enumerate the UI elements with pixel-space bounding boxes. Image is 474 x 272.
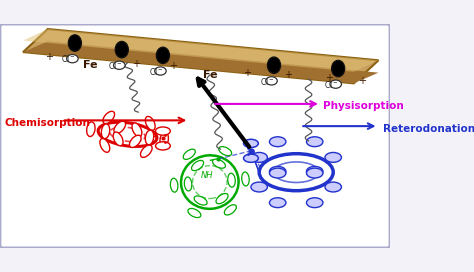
- Ellipse shape: [194, 196, 207, 205]
- Ellipse shape: [113, 132, 123, 146]
- Ellipse shape: [155, 142, 170, 150]
- Ellipse shape: [212, 159, 226, 168]
- Polygon shape: [23, 41, 378, 83]
- Ellipse shape: [307, 137, 323, 147]
- Ellipse shape: [67, 55, 78, 63]
- Ellipse shape: [183, 149, 195, 159]
- Ellipse shape: [307, 168, 323, 178]
- Ellipse shape: [307, 198, 323, 208]
- Ellipse shape: [325, 182, 341, 192]
- Text: +: +: [325, 73, 333, 84]
- Ellipse shape: [332, 60, 345, 77]
- Ellipse shape: [188, 208, 201, 218]
- Text: Cl$^-$: Cl$^-$: [108, 60, 122, 71]
- Ellipse shape: [191, 160, 204, 171]
- Ellipse shape: [101, 124, 110, 139]
- Ellipse shape: [269, 166, 286, 176]
- Ellipse shape: [146, 116, 155, 130]
- Ellipse shape: [114, 121, 126, 134]
- Ellipse shape: [269, 198, 286, 208]
- Ellipse shape: [307, 166, 323, 176]
- Text: Fe: Fe: [83, 60, 98, 70]
- Ellipse shape: [242, 172, 249, 186]
- Text: +: +: [243, 68, 251, 78]
- Ellipse shape: [216, 193, 228, 204]
- Ellipse shape: [129, 135, 141, 147]
- Ellipse shape: [146, 130, 154, 145]
- Ellipse shape: [267, 57, 281, 73]
- Text: Fe: Fe: [202, 70, 217, 80]
- Polygon shape: [23, 29, 378, 83]
- Ellipse shape: [87, 122, 95, 137]
- Ellipse shape: [228, 173, 235, 187]
- Text: Physisorption: Physisorption: [323, 101, 404, 111]
- Ellipse shape: [100, 138, 110, 152]
- Text: Cl$^-$: Cl$^-$: [61, 53, 75, 64]
- Ellipse shape: [155, 127, 170, 135]
- Text: +: +: [284, 70, 292, 80]
- Ellipse shape: [251, 182, 267, 192]
- Ellipse shape: [160, 132, 168, 147]
- Ellipse shape: [244, 139, 258, 147]
- Ellipse shape: [269, 168, 286, 178]
- FancyBboxPatch shape: [0, 24, 390, 248]
- Ellipse shape: [155, 67, 166, 75]
- Text: +: +: [46, 52, 54, 62]
- Text: +: +: [358, 76, 366, 86]
- Ellipse shape: [325, 152, 341, 162]
- Text: Cl$^-$: Cl$^-$: [149, 66, 164, 77]
- Text: Chemisorption: Chemisorption: [4, 118, 90, 128]
- Ellipse shape: [269, 137, 286, 147]
- Ellipse shape: [132, 123, 142, 137]
- Text: +: +: [169, 61, 177, 71]
- Ellipse shape: [156, 47, 170, 64]
- Text: NH: NH: [201, 171, 214, 180]
- Ellipse shape: [224, 205, 237, 215]
- Ellipse shape: [68, 35, 82, 51]
- Ellipse shape: [114, 61, 125, 69]
- Ellipse shape: [251, 152, 267, 162]
- Text: Cl$^-$: Cl$^-$: [260, 76, 274, 87]
- Text: Reterodonation: Reterodonation: [383, 123, 474, 134]
- Ellipse shape: [171, 178, 178, 192]
- Ellipse shape: [184, 177, 192, 191]
- Ellipse shape: [219, 147, 232, 156]
- Text: Cl$^-$: Cl$^-$: [324, 79, 339, 90]
- Ellipse shape: [330, 80, 341, 88]
- Ellipse shape: [103, 111, 115, 123]
- Text: +: +: [132, 58, 140, 69]
- Ellipse shape: [266, 77, 277, 85]
- Ellipse shape: [140, 145, 152, 157]
- Ellipse shape: [115, 41, 128, 58]
- Ellipse shape: [244, 154, 258, 162]
- Polygon shape: [23, 29, 378, 72]
